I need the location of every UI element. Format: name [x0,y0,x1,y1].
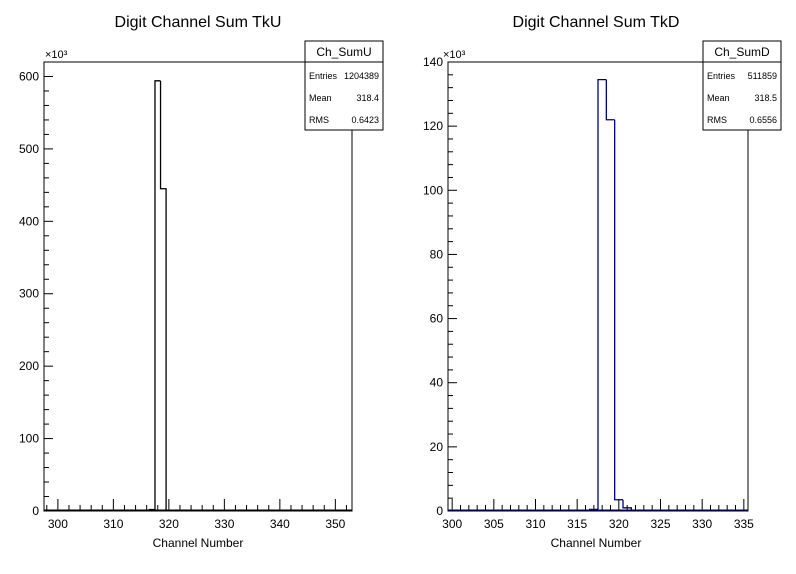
stats-rms-label: RMS [309,115,329,125]
stats-mean-value: 318.5 [754,93,777,103]
plot-frame [447,61,749,512]
stats-rms-value: 0.6423 [351,115,379,125]
x-tick-label: 335 [734,517,754,531]
x-axis-label: Channel Number [153,536,244,550]
x-tick-label: 310 [103,517,123,531]
x-tick-label: 305 [484,517,504,531]
x-tick-label: 330 [692,517,712,531]
x-tick-label: 330 [214,517,234,531]
y-tick-label: 20 [430,440,444,454]
stats-name: Ch_SumD [714,45,770,59]
stats-entries-value: 511859 [748,71,777,81]
x-tick-label: 315 [567,517,587,531]
x-axis-label: Channel Number [551,536,642,550]
stats-mean-label: Mean [707,93,730,103]
stats-mean-label: Mean [309,93,332,103]
histogram-marks [448,78,748,511]
y-tick-label: 600 [19,69,39,83]
x-tick-label: 320 [159,517,179,531]
stats-mean-value: 318.4 [356,93,379,103]
stats-box-frame [702,40,782,131]
histogram-bin [589,508,598,511]
x-tick-label: 340 [270,517,290,531]
y-tick-label: 120 [423,119,443,133]
x-tick-label: 310 [525,517,545,531]
y-tick-label: 300 [19,287,39,301]
histogram-bin [622,499,632,511]
y-tick-label: 400 [19,214,39,228]
x-tick-label: 350 [325,517,345,531]
y-tick-label: 0 [32,504,39,518]
y-tick-label: 100 [19,432,39,446]
stats-entries-label: Entries [309,71,338,81]
x-tick-label: 300 [442,517,462,531]
stats-entries-label: Entries [707,71,736,81]
histogram-bin [614,119,623,501]
stats-rms-label: RMS [707,115,727,125]
y-tick-label: 140 [423,55,443,69]
histogram-bin [154,80,161,510]
y-tick-label: 500 [19,142,39,156]
histogram-panel-tku: Digit Channel Sum TkU ×10³ 300 310 320 330 3… [19,14,384,550]
x-tick-label: 325 [650,517,670,531]
chart-title: Digit Channel Sum TkD [513,14,680,31]
plot-frame [43,61,353,512]
stats-box-frame [304,40,384,131]
histogram-marks [44,80,352,511]
histogram-panel-tkd: Digit Channel Sum TkD ×10³ 300 305 310 315 3… [423,14,782,550]
y-tick-label: 40 [430,376,444,390]
histogram-bin [605,79,615,121]
stats-rms-value: 0.6556 [749,115,777,125]
y-multiplier-label: ×10³ [45,49,68,61]
y-multiplier-label: ×10³ [443,49,466,61]
histogram-bin [148,508,155,511]
stats-box: Ch_SumD Entries 511859 Mean 318.5 RMS 0.… [702,40,782,131]
y-tick-label: 0 [436,504,443,518]
x-tick-label: 300 [48,517,68,531]
y-tick-label: 80 [430,247,444,261]
x-tick-label: 320 [609,517,629,531]
histogram-bin [597,78,607,510]
stats-name: Ch_SumU [316,45,371,59]
stats-box: Ch_SumU Entries 1204389 Mean 318.4 RMS 0… [304,40,384,131]
y-tick-label: 200 [19,359,39,373]
y-tick-label: 100 [423,183,443,197]
histogram-bin [159,80,167,511]
y-tick-label: 60 [430,312,444,326]
stats-entries-value: 1204389 [344,71,379,81]
chart-title: Digit Channel Sum TkU [115,14,282,31]
